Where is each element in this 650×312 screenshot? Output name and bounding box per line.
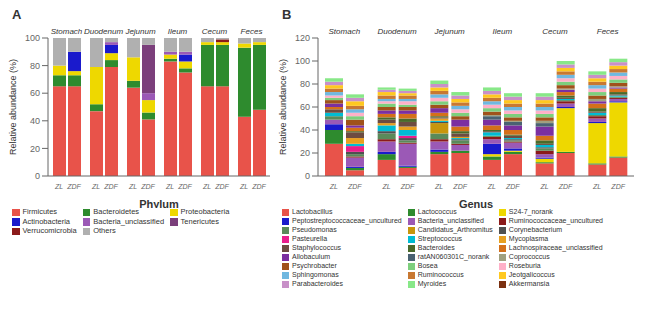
html-text:Parabacteroides: Parabacteroides	[292, 280, 343, 287]
svg-text:Cecum: Cecum	[202, 27, 228, 36]
svg-text:Feces: Feces	[241, 27, 263, 36]
html-text:Bacteria_unclassified: Bacteria_unclassified	[93, 216, 165, 226]
svg-text:ZL: ZL	[202, 183, 211, 190]
svg-text:Cecum: Cecum	[542, 27, 568, 36]
svg-text:20: 20	[300, 148, 310, 158]
html-text:Ruminococcaceae_uncultured: Ruminococcaceae_uncultured	[508, 217, 603, 224]
svg-text:100: 100	[25, 33, 40, 43]
svg-text:ZDF: ZDF	[400, 183, 415, 190]
html-text:Bosea: Bosea	[417, 262, 438, 269]
svg-text:Relative abundance (%): Relative abundance (%)	[8, 59, 18, 155]
svg-text:Stomach: Stomach	[329, 27, 361, 36]
svg-text:ZL: ZL	[487, 183, 496, 190]
svg-text:ZDF: ZDF	[140, 183, 155, 190]
svg-text:0: 0	[305, 171, 310, 181]
html-text:Myroides: Myroides	[417, 280, 447, 287]
html-text:Firmicutes: Firmicutes	[22, 207, 58, 216]
svg-text:ZL: ZL	[91, 183, 100, 190]
svg-text:ZDF: ZDF	[347, 183, 362, 190]
svg-text:ZDF: ZDF	[251, 183, 266, 190]
svg-text:20: 20	[30, 144, 40, 154]
svg-text:100: 100	[295, 56, 310, 66]
html-text:Lachnospiraceae_unclassified: Lachnospiraceae_unclassified	[508, 244, 603, 251]
svg-text:60: 60	[30, 88, 40, 98]
svg-text:ZL: ZL	[239, 183, 248, 190]
svg-text:60: 60	[300, 102, 310, 112]
html-text:Sphingomonas: Sphingomonas	[292, 271, 339, 278]
html-text:A: A	[12, 7, 22, 22]
html-text:Candidatus_Arthromitus: Candidatus_Arthromitus	[417, 226, 493, 233]
svg-text:ZDF: ZDF	[558, 183, 573, 190]
svg-text:ZDF: ZDF	[103, 183, 118, 190]
html-text:Ruminococcus: Ruminococcus	[417, 271, 464, 278]
html-text:S24-7_norank: S24-7_norank	[508, 208, 553, 215]
html-text:Actinobacteria: Actinobacteria	[22, 216, 70, 226]
svg-text:ZDF: ZDF	[66, 183, 81, 190]
svg-text:Ileum: Ileum	[493, 27, 513, 36]
html-text:Verrucomicrobia: Verrucomicrobia	[22, 226, 77, 235]
html-text:Pasteurella: Pasteurella	[292, 235, 327, 242]
html-text:Akkermansia: Akkermansia	[508, 280, 550, 287]
svg-text:ZDF: ZDF	[177, 183, 192, 190]
svg-text:ZL: ZL	[539, 183, 548, 190]
html-text:Allobaculum: Allobaculum	[292, 253, 331, 260]
html-text:ratAN060301C_norank: ratAN060301C_norank	[417, 253, 490, 260]
svg-text:ZDF: ZDF	[452, 183, 467, 190]
svg-text:ZDF: ZDF	[214, 183, 229, 190]
svg-text:Relative abundance (%): Relative abundance (%)	[278, 59, 288, 155]
svg-text:Jejunum: Jejunum	[124, 27, 156, 36]
html-text:Bacteria_unclassified: Bacteria_unclassified	[417, 217, 484, 224]
svg-text:ZL: ZL	[592, 183, 601, 190]
svg-text:ZL: ZL	[165, 183, 174, 190]
html-text:Others: Others	[93, 226, 116, 235]
svg-text:Duodenum: Duodenum	[377, 27, 416, 36]
html-text:Pseudomonas: Pseudomonas	[292, 226, 337, 233]
svg-text:80: 80	[30, 61, 40, 71]
svg-text:ZL: ZL	[329, 183, 338, 190]
svg-text:Feces: Feces	[597, 27, 619, 36]
svg-text:Stomach: Stomach	[51, 27, 83, 36]
html-text:Proteobacteria: Proteobacteria	[180, 207, 230, 216]
html-text:Bacteroidetes: Bacteroidetes	[93, 207, 140, 216]
svg-text:80: 80	[300, 79, 310, 89]
html-text:Corynebacterium: Corynebacterium	[508, 226, 563, 233]
svg-text:Ileum: Ileum	[168, 27, 188, 36]
svg-text:40: 40	[30, 116, 40, 126]
html-text:Lactococcus: Lactococcus	[417, 208, 457, 215]
svg-text:Duodenum: Duodenum	[84, 27, 123, 36]
html-text:Psychrobacter: Psychrobacter	[292, 262, 337, 269]
svg-text:ZL: ZL	[434, 183, 443, 190]
html-text:Bacteroides: Bacteroides	[417, 244, 455, 251]
html-text:Coprococcus: Coprococcus	[508, 253, 550, 260]
html-text:Staphylococcus: Staphylococcus	[292, 244, 341, 251]
svg-text:Phylum: Phylum	[139, 198, 179, 208]
html-text:Mycoplasma: Mycoplasma	[508, 235, 549, 242]
svg-text:ZL: ZL	[381, 183, 390, 190]
html-text:Jeotgalicoccus: Jeotgalicoccus	[508, 271, 555, 278]
svg-text:40: 40	[300, 125, 310, 135]
html-text:Tenericutes: Tenericutes	[180, 216, 219, 226]
html-text:Peptostreptococcaceae_uncultur: Peptostreptococcaceae_uncultured	[292, 217, 402, 224]
svg-text:ZL: ZL	[54, 183, 63, 190]
svg-text:0: 0	[35, 171, 40, 181]
svg-text:ZDF: ZDF	[505, 183, 520, 190]
svg-text:ZDF: ZDF	[610, 183, 625, 190]
html-text:Roseburia: Roseburia	[508, 262, 541, 269]
html-text:Lactobacillus: Lactobacillus	[292, 208, 333, 215]
svg-text:Genus: Genus	[459, 198, 493, 208]
svg-text:Jejunum: Jejunum	[434, 27, 466, 36]
html-text:B: B	[282, 7, 292, 22]
html-text:Streptococcus: Streptococcus	[417, 235, 463, 242]
svg-text:120: 120	[295, 33, 310, 43]
svg-text:ZL: ZL	[128, 183, 137, 190]
